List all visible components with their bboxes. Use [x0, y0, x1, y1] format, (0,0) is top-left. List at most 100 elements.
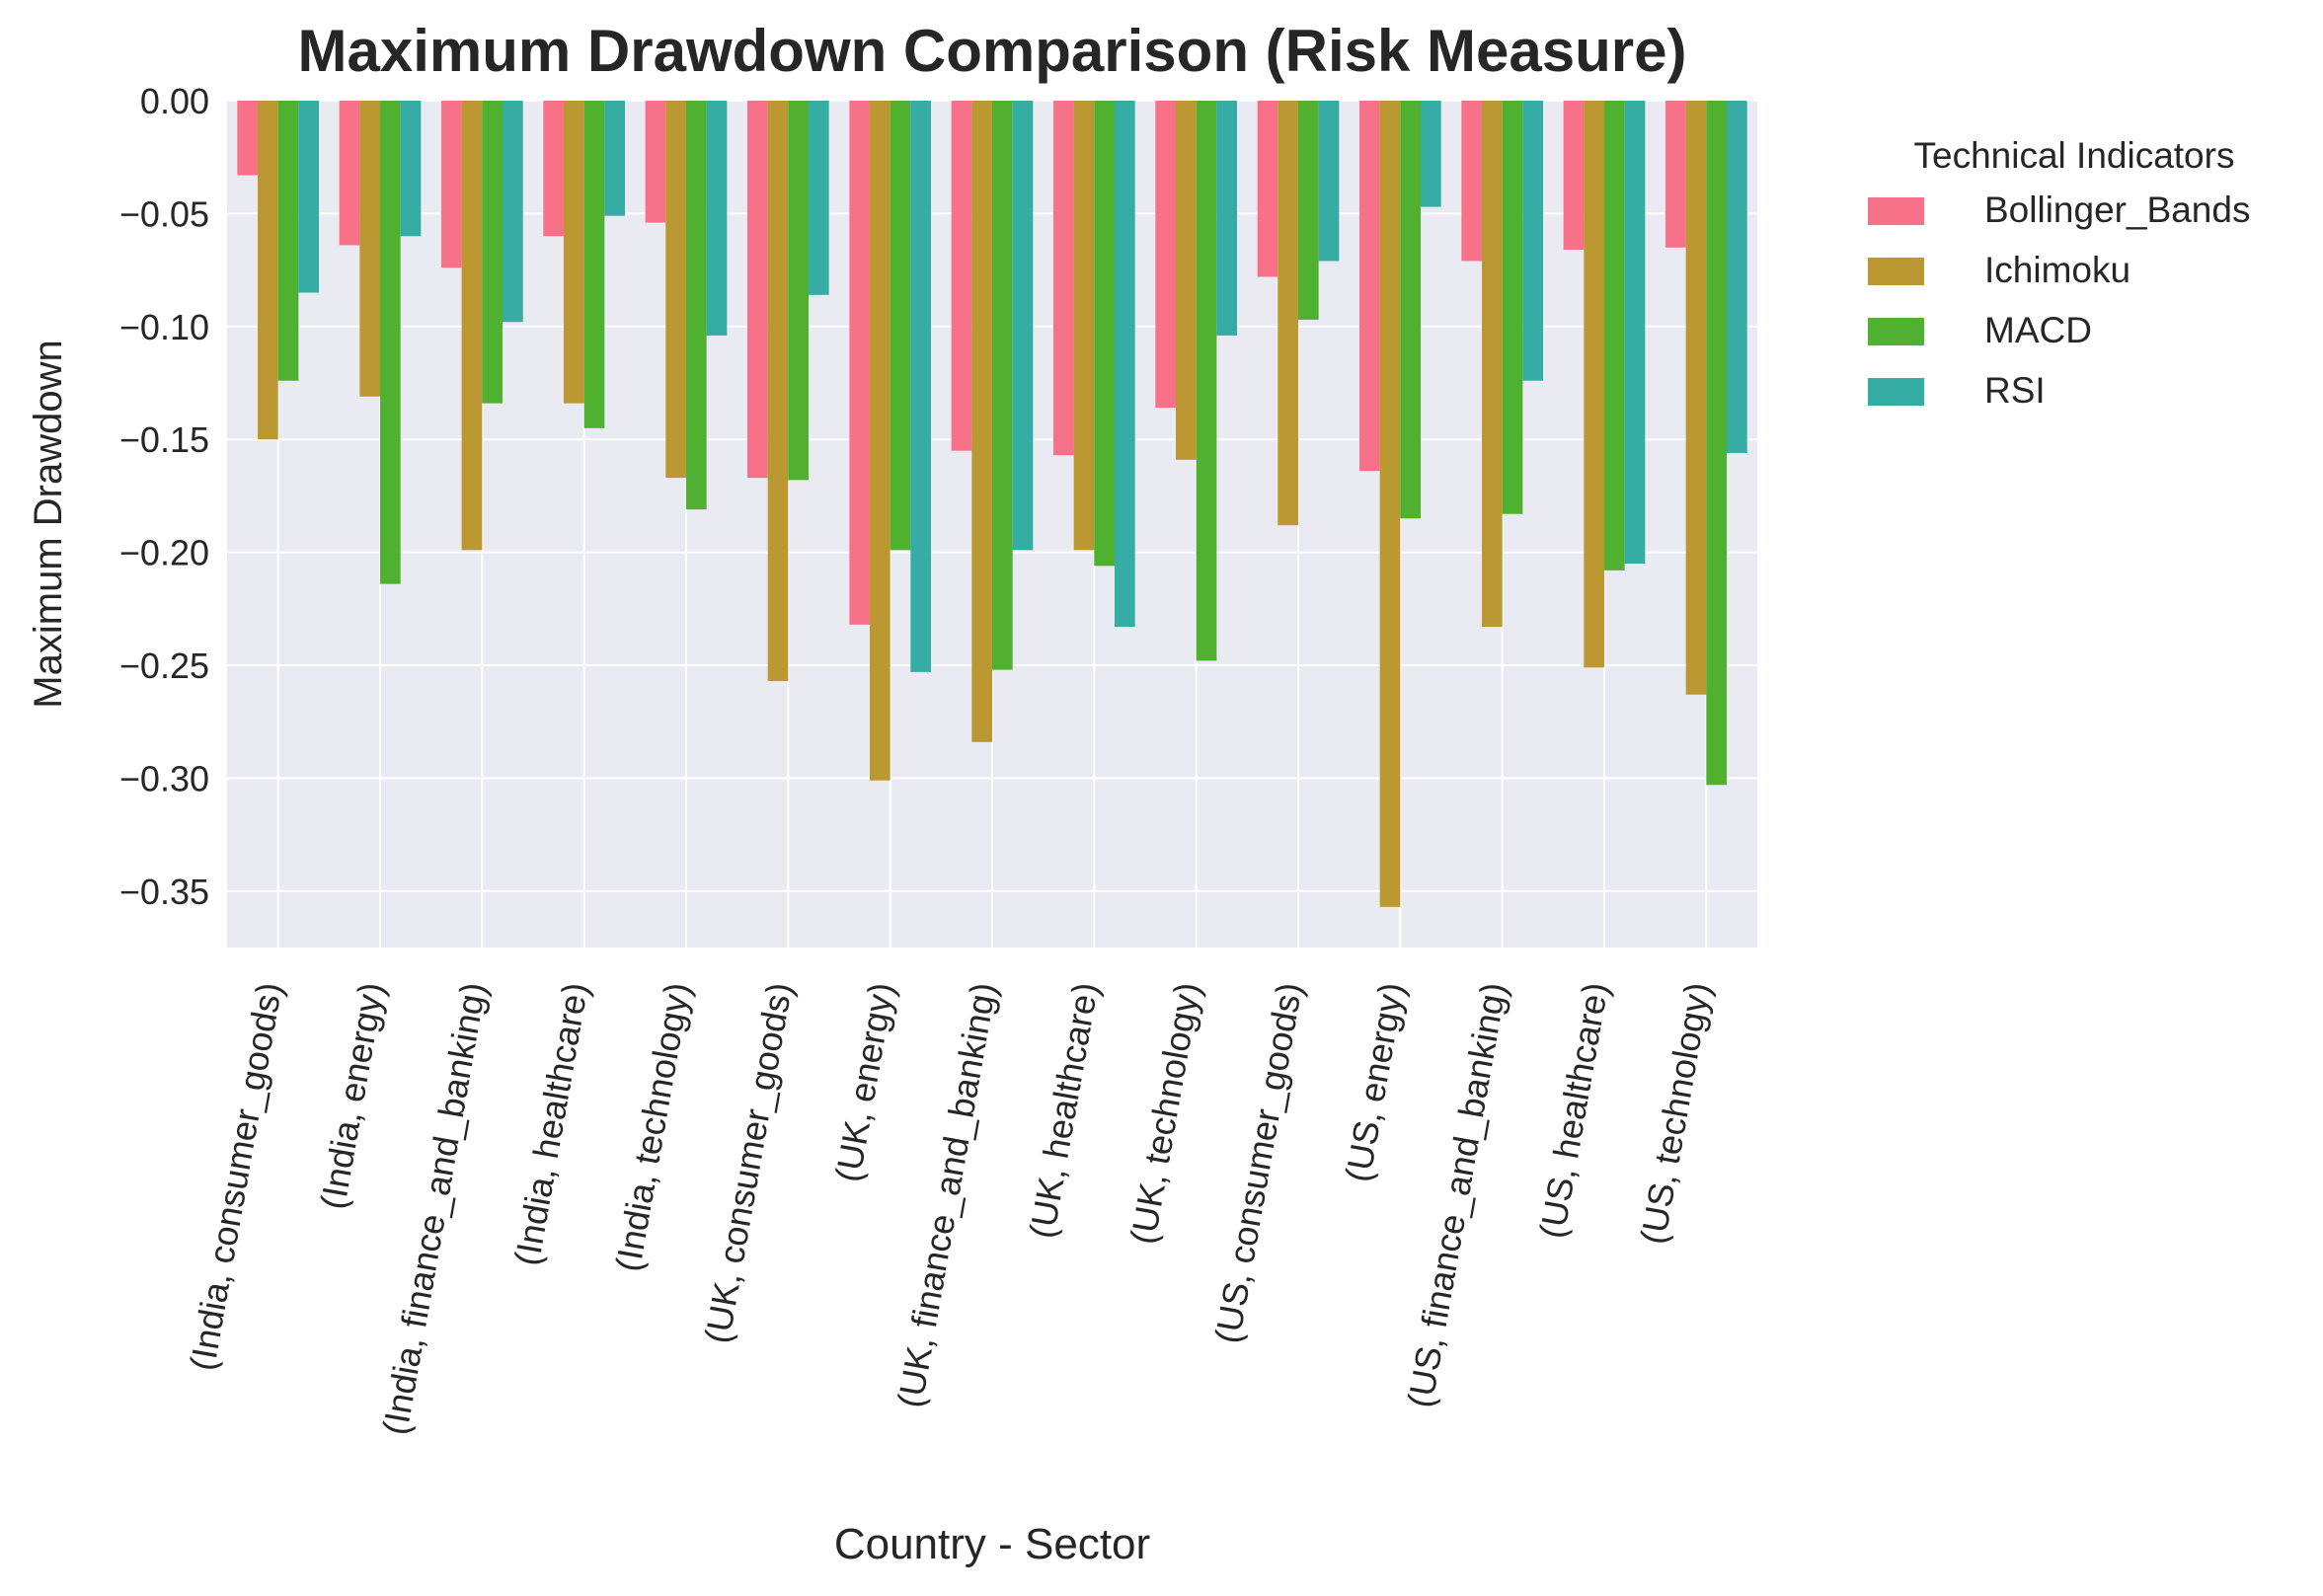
bar-bollinger-bands — [645, 101, 666, 223]
x-tick-label: (India, technology) — [607, 979, 698, 1274]
bar-rsi — [910, 101, 931, 672]
y-tick-label: −0.20 — [119, 533, 209, 573]
bar-ichimoku — [665, 101, 686, 479]
bar-macd — [1706, 101, 1727, 786]
bar-macd — [1298, 101, 1319, 320]
x-tick-label: (US, healthcare) — [1531, 979, 1616, 1241]
legend-swatch — [1868, 378, 1924, 406]
bar-rsi — [1216, 101, 1237, 336]
x-tick-label: (UK, technology) — [1123, 979, 1208, 1247]
x-tick-label: (UK, healthcare) — [1021, 979, 1106, 1241]
legend-title: Technical Indicators — [1914, 135, 2235, 176]
bar-bollinger-bands — [1461, 101, 1482, 262]
bar-ichimoku — [461, 101, 483, 551]
bar-macd — [686, 101, 707, 510]
bar-macd — [380, 101, 401, 584]
x-tick-label: (UK, finance_and_banking) — [890, 979, 1004, 1410]
legend-swatch — [1868, 258, 1924, 285]
bar-bollinger-bands — [849, 101, 870, 625]
bar-ichimoku — [1379, 101, 1401, 907]
x-tick-label: (India, finance_and_banking) — [374, 979, 494, 1437]
bar-rsi — [1012, 101, 1034, 551]
bar-rsi — [1421, 101, 1441, 207]
bar-macd — [583, 101, 605, 428]
legend-swatch — [1868, 318, 1924, 345]
legend-label: Ichimoku — [1984, 250, 2130, 290]
y-tick-label: 0.00 — [140, 81, 209, 121]
bar-bollinger-bands — [543, 101, 564, 237]
x-axis-ticks: (India, consumer_goods) (India, energy)(I… — [182, 979, 1718, 1437]
y-tick-label: −0.30 — [119, 758, 209, 798]
bar-rsi — [400, 101, 422, 237]
bar-rsi — [1318, 101, 1340, 262]
x-tick-label: (US, technology) — [1632, 979, 1718, 1247]
bar-rsi — [1522, 101, 1543, 381]
legend-label: Bollinger_Bands — [1984, 190, 2250, 230]
bar-ichimoku — [767, 101, 789, 682]
bar-rsi — [1727, 101, 1747, 453]
bar-macd — [1400, 101, 1421, 519]
bar-ichimoku — [971, 101, 992, 742]
bar-macd — [277, 101, 299, 381]
bar-macd — [1604, 101, 1625, 570]
bar-ichimoku — [1584, 101, 1604, 668]
bar-ichimoku — [1482, 101, 1503, 628]
bar-bollinger-bands — [1359, 101, 1380, 472]
bar-macd — [1502, 101, 1523, 514]
y-tick-label: −0.35 — [119, 872, 209, 912]
bar-macd — [1196, 101, 1217, 661]
bar-rsi — [503, 101, 523, 323]
x-tick-label: (US, consumer_goods) — [1206, 979, 1310, 1346]
bar-ichimoku — [1176, 101, 1197, 460]
y-tick-label: −0.10 — [119, 307, 209, 347]
y-tick-label: −0.25 — [119, 646, 209, 686]
legend-label: MACD — [1984, 310, 2092, 350]
legend-label: RSI — [1984, 370, 2046, 411]
bar-rsi — [1624, 101, 1646, 565]
bars — [237, 101, 1747, 907]
bar-ichimoku — [258, 101, 278, 440]
bar-ichimoku — [359, 101, 380, 397]
legend: Technical Indicators Bollinger_Bands Ichi… — [1868, 135, 2250, 411]
x-tick-label: (UK, consumer_goods) — [697, 979, 801, 1346]
bar-rsi — [604, 101, 625, 216]
legend-swatch — [1868, 197, 1924, 225]
bar-macd — [482, 101, 503, 404]
bar-rsi — [298, 101, 319, 293]
bar-macd — [992, 101, 1013, 670]
bar-bollinger-bands — [1563, 101, 1585, 251]
bar-bollinger-bands — [1053, 101, 1074, 456]
bar-ichimoku — [564, 101, 584, 404]
bar-bollinger-bands — [1257, 101, 1278, 277]
bar-rsi — [809, 101, 829, 295]
bar-ichimoku — [1278, 101, 1298, 526]
x-tick-label: (US, energy) — [1337, 979, 1412, 1184]
x-tick-label: (India, healthcare) — [506, 979, 596, 1268]
bar-ichimoku — [1073, 101, 1095, 551]
bar-bollinger-bands — [951, 101, 972, 451]
x-tick-label: (India, consumer_goods) — [182, 979, 290, 1373]
bar-ichimoku — [870, 101, 890, 781]
bar-bollinger-bands — [339, 101, 360, 246]
y-axis-ticks: 0.00 −0.05 −0.10 −0.15 −0.20 −0.25 −0.30 −0.35 — [119, 81, 209, 912]
y-tick-label: −0.15 — [119, 419, 209, 460]
y-tick-label: −0.05 — [119, 193, 209, 234]
bar-macd — [788, 101, 809, 481]
bar-bollinger-bands — [1665, 101, 1686, 248]
bar-bollinger-bands — [747, 101, 768, 479]
y-axis-label: Maximum Drawdown — [27, 340, 70, 708]
x-axis-label: Country - Sector — [834, 1520, 1150, 1568]
x-tick-label: (US, finance_and_banking) — [1399, 979, 1513, 1410]
bar-bollinger-bands — [441, 101, 462, 268]
bar-macd — [1094, 101, 1115, 567]
bar-bollinger-bands — [237, 101, 258, 176]
bar-bollinger-bands — [1155, 101, 1176, 409]
bar-rsi — [706, 101, 728, 336]
bar-macd — [890, 101, 911, 551]
x-tick-label: (UK, energy) — [827, 979, 902, 1184]
chart-title: Maximum Drawdown Comparison (Risk Measur… — [298, 18, 1687, 84]
bar-rsi — [1115, 101, 1135, 628]
x-tick-label: (India, energy) — [312, 979, 392, 1212]
bar-ichimoku — [1685, 101, 1707, 695]
